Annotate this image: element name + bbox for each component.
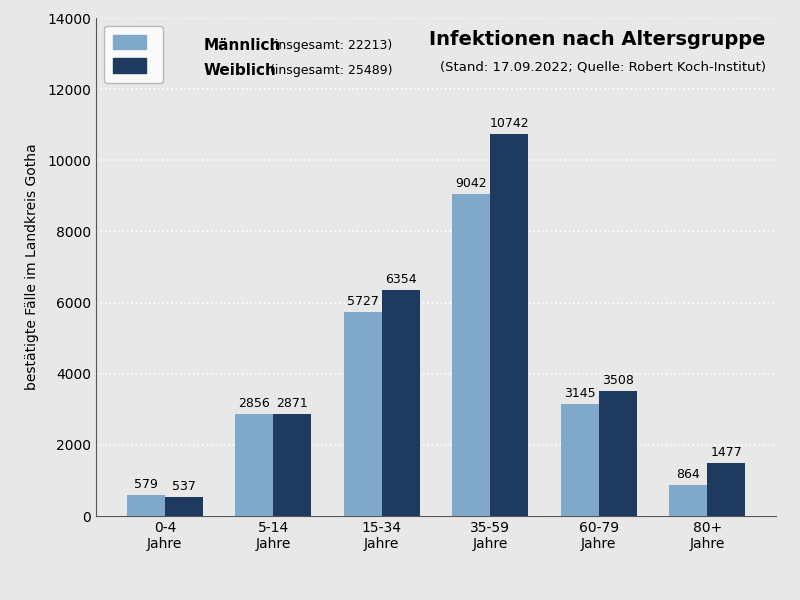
Text: 10742: 10742 <box>490 116 529 130</box>
Bar <box>669 485 707 516</box>
Bar <box>165 497 203 516</box>
Text: 579: 579 <box>134 478 158 491</box>
Text: 5727: 5727 <box>347 295 378 308</box>
Text: 537: 537 <box>172 479 196 493</box>
Bar <box>707 463 745 516</box>
Bar <box>561 404 598 516</box>
Bar <box>490 134 528 516</box>
Bar <box>344 312 382 516</box>
Text: Männlich: Männlich <box>203 38 281 53</box>
Bar <box>235 415 274 516</box>
Text: 9042: 9042 <box>455 177 487 190</box>
Text: (insgesamt: 25489): (insgesamt: 25489) <box>266 64 393 77</box>
Text: 2856: 2856 <box>238 397 270 410</box>
Text: 1477: 1477 <box>710 446 742 459</box>
Text: 2871: 2871 <box>277 397 308 410</box>
Bar <box>127 496 165 516</box>
Bar <box>274 414 311 516</box>
Legend: , : , <box>104 26 163 83</box>
Text: 864: 864 <box>676 468 700 481</box>
Y-axis label: bestätigte Fälle im Landkreis Gotha: bestätigte Fälle im Landkreis Gotha <box>25 143 39 391</box>
Text: 6354: 6354 <box>385 273 417 286</box>
Bar <box>598 391 637 516</box>
Text: (Stand: 17.09.2022; Quelle: Robert Koch-Institut): (Stand: 17.09.2022; Quelle: Robert Koch-… <box>440 61 766 73</box>
Text: 3145: 3145 <box>564 387 595 400</box>
Bar <box>382 290 420 516</box>
Text: (insgesamt: 22213): (insgesamt: 22213) <box>266 39 392 52</box>
Text: 3508: 3508 <box>602 374 634 387</box>
Bar <box>452 194 490 516</box>
Text: Weiblich: Weiblich <box>203 63 276 78</box>
Text: Infektionen nach Altersgruppe: Infektionen nach Altersgruppe <box>430 31 766 49</box>
